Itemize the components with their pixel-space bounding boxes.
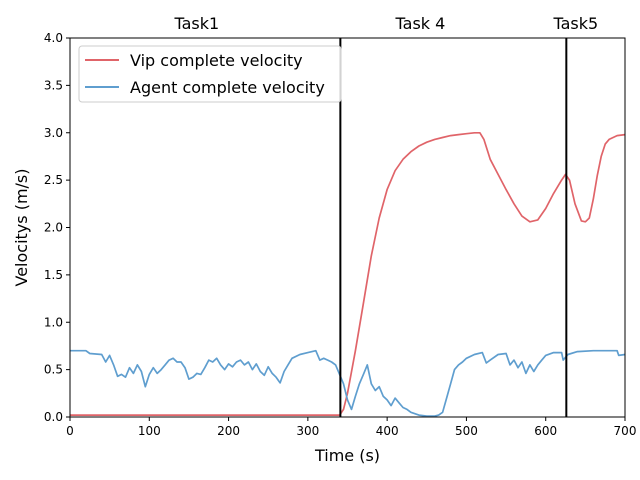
y-tick-label-6: 3.0 bbox=[44, 126, 63, 140]
y-tick-label-5: 2.5 bbox=[44, 173, 63, 187]
legend-box bbox=[78, 45, 342, 103]
series-line-1 bbox=[70, 349, 626, 417]
x-tick-label-7: 700 bbox=[614, 424, 637, 438]
task-label-1: Task 4 bbox=[395, 14, 446, 33]
y-tick-label-0: 0.0 bbox=[44, 410, 63, 424]
x-axis-ticks: 0 100 200 300 400 500 600 700 bbox=[66, 417, 636, 438]
y-tick-label-3: 1.5 bbox=[44, 268, 63, 282]
x-tick-label-3: 300 bbox=[296, 424, 319, 438]
y-tick-label-1: 0.5 bbox=[44, 363, 63, 377]
series-line-0 bbox=[70, 131, 626, 416]
series-lines bbox=[70, 131, 626, 417]
x-tick-label-5: 500 bbox=[455, 424, 478, 438]
x-tick-label-2: 200 bbox=[217, 424, 240, 438]
y-axis-label: Velocitys (m/s) bbox=[12, 169, 31, 287]
x-tick-label-1: 100 bbox=[138, 424, 161, 438]
task-boundaries bbox=[339, 38, 568, 417]
x-axis-label: Time (s) bbox=[314, 446, 380, 465]
task-label-2: Task5 bbox=[552, 14, 598, 33]
y-tick-label-4: 2.0 bbox=[44, 221, 63, 235]
y-axis-ticks: 0.0 0.5 1.0 1.5 2.0 2.5 3.0 3.5 4.0 bbox=[44, 31, 70, 424]
task-labels: Task1 Task 4 Task5 bbox=[173, 14, 598, 33]
task-label-0: Task1 bbox=[173, 14, 219, 33]
x-tick-label-4: 400 bbox=[376, 424, 399, 438]
legend: Vip complete velocity Agent complete vel… bbox=[78, 45, 342, 103]
x-tick-label-0: 0 bbox=[66, 424, 74, 438]
legend-label-agent: Agent complete velocity bbox=[130, 78, 325, 97]
y-tick-label-8: 4.0 bbox=[44, 31, 63, 45]
x-tick-label-6: 600 bbox=[534, 424, 557, 438]
y-tick-label-2: 1.0 bbox=[44, 315, 63, 329]
y-tick-label-7: 3.5 bbox=[44, 78, 63, 92]
legend-label-vip: Vip complete velocity bbox=[130, 51, 303, 70]
